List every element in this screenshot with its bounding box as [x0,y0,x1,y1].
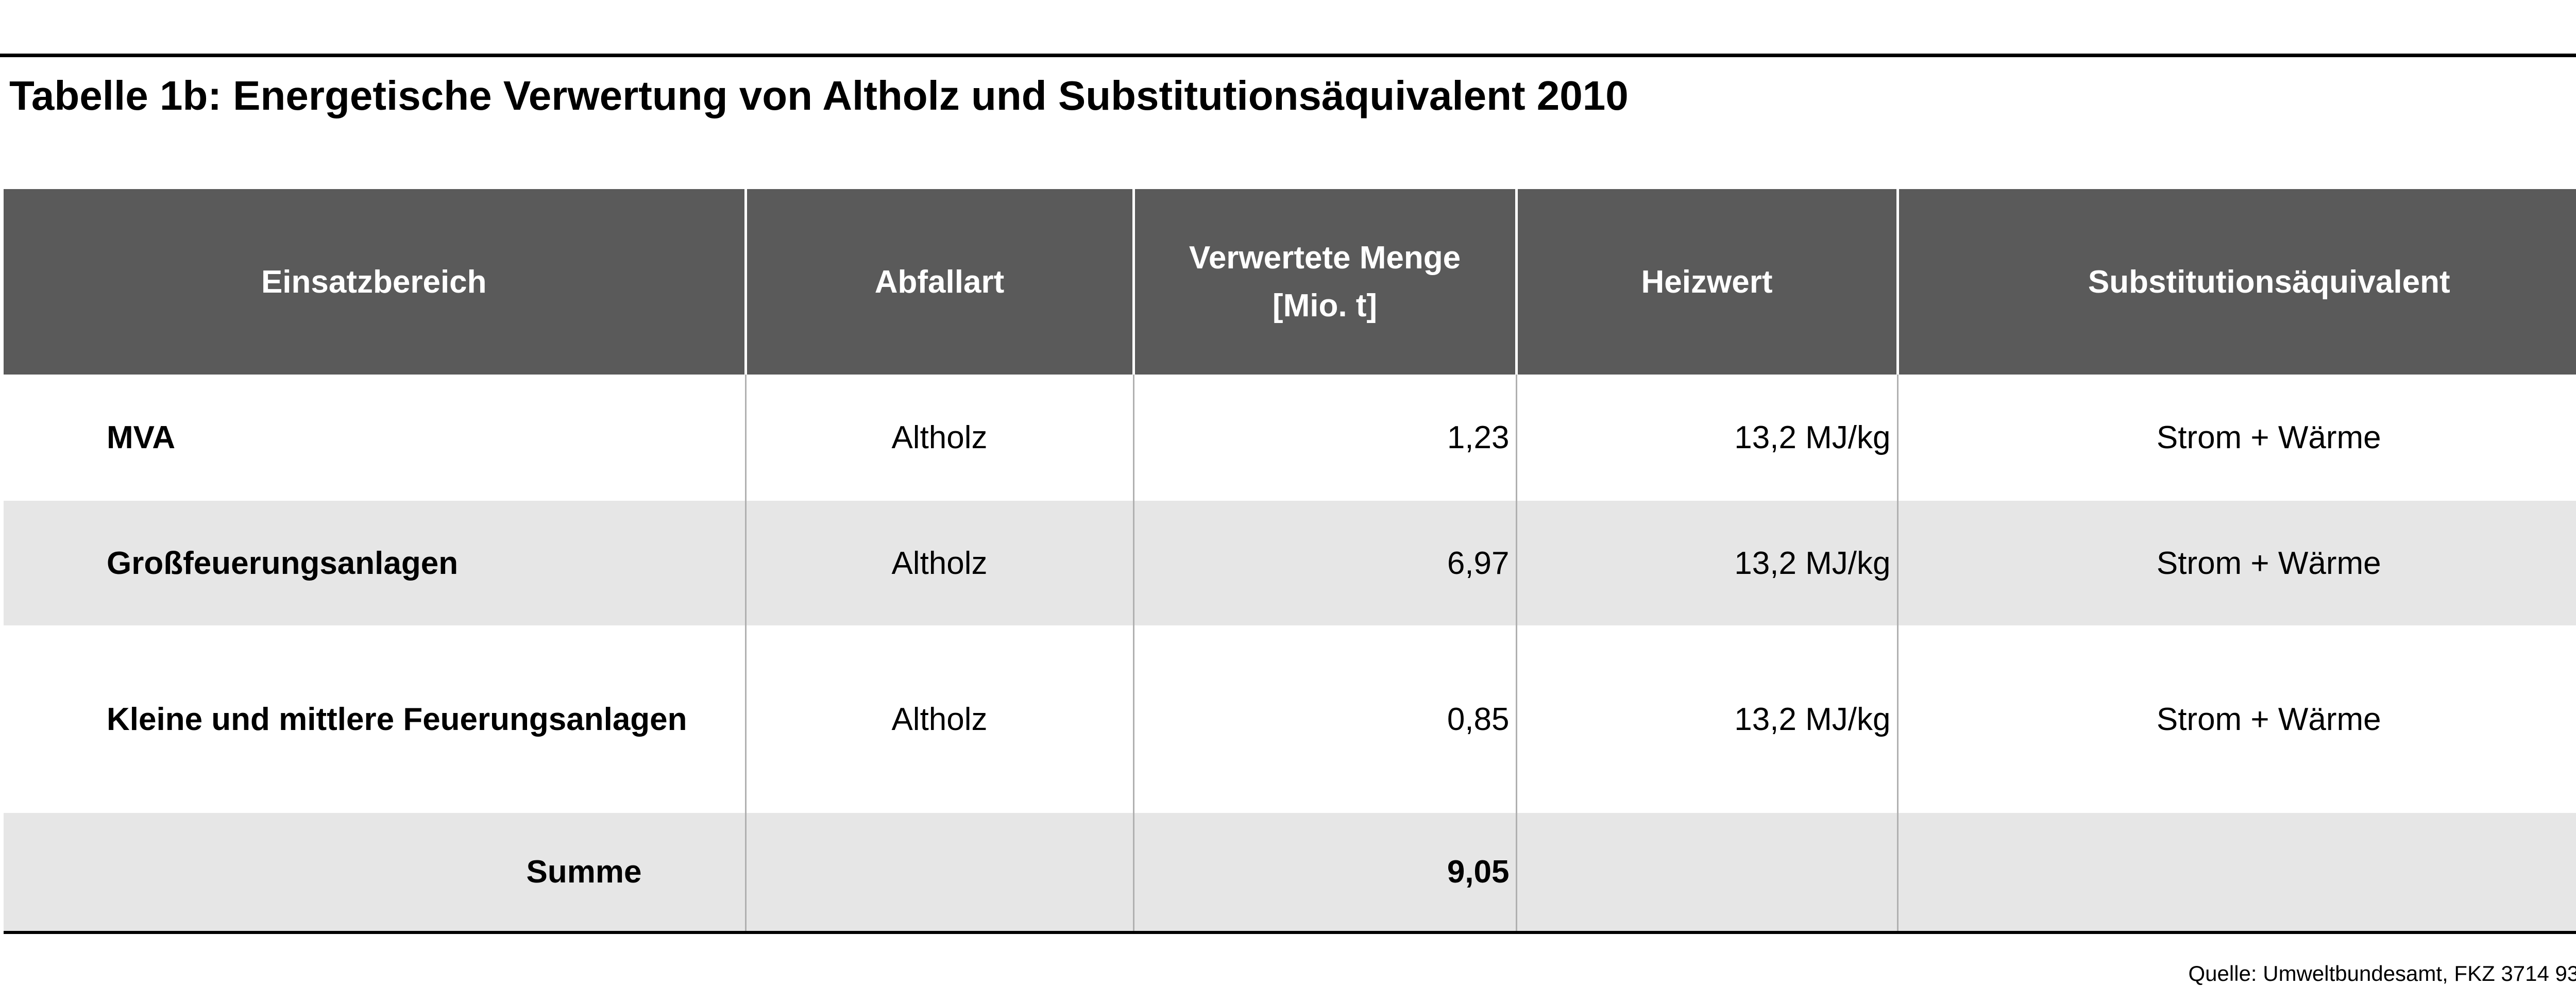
cell: Summe [4,813,745,934]
cell: Kleine und mittlere Feuerungsanlagen [107,701,687,737]
cell: Großfeuerungsanlagen [4,501,745,625]
cell [744,813,1133,934]
source-note: Quelle: Umweltbundesamt, FKZ 3714 93 316… [2188,961,2576,986]
cell: Strom + Wärme [1896,625,2576,813]
cell: 1,23 [1132,375,1516,501]
header-cell: Einsatzbereich [4,189,745,375]
cell: Altholz [744,625,1133,813]
cell: MVA [107,420,176,455]
cell: 13,2 MJ/kg [1515,501,1897,625]
header-cell: Heizwert [1515,189,1897,375]
cell: 13,2 MJ/kg [1515,625,1897,813]
cell: 13,2 MJ/kg [1515,375,1897,501]
row: Kleine und mittlere Feuerungsanlagen Alt… [4,625,2576,813]
rule [0,54,2576,57]
cell [1896,813,2576,934]
cell: Altholz [744,375,1133,501]
header-row: Einsatzbereich Abfallart Verwertete Meng… [4,189,2576,375]
cell: Altholz [744,501,1133,625]
cell: 9,05 [1132,813,1516,934]
row: MVA Altholz 1,23 13,2 MJ/kg Strom + Wärm… [4,375,2576,501]
cell: Strom + Wärme [1896,501,2576,625]
summary-row: Summe 9,05 [4,813,2576,934]
cell [1515,813,1897,934]
cell: Strom + Wärme [1896,375,2576,501]
header-cell: Verwertete Menge [Mio. t] [1132,189,1516,375]
cell: 6,97 [1132,501,1516,625]
data-table: Einsatzbereich Abfallart Verwertete Meng… [4,189,2576,934]
header-cell: Substitutionsäquivalent [1896,189,2576,375]
title: Tabelle 1b: Energetische Verwertung von … [9,73,1629,118]
cell: 0,85 [1132,625,1516,813]
row: Großfeuerungsanlagen Altholz 6,97 13,2 M… [4,501,2576,625]
header-cell: Abfallart [744,189,1133,375]
